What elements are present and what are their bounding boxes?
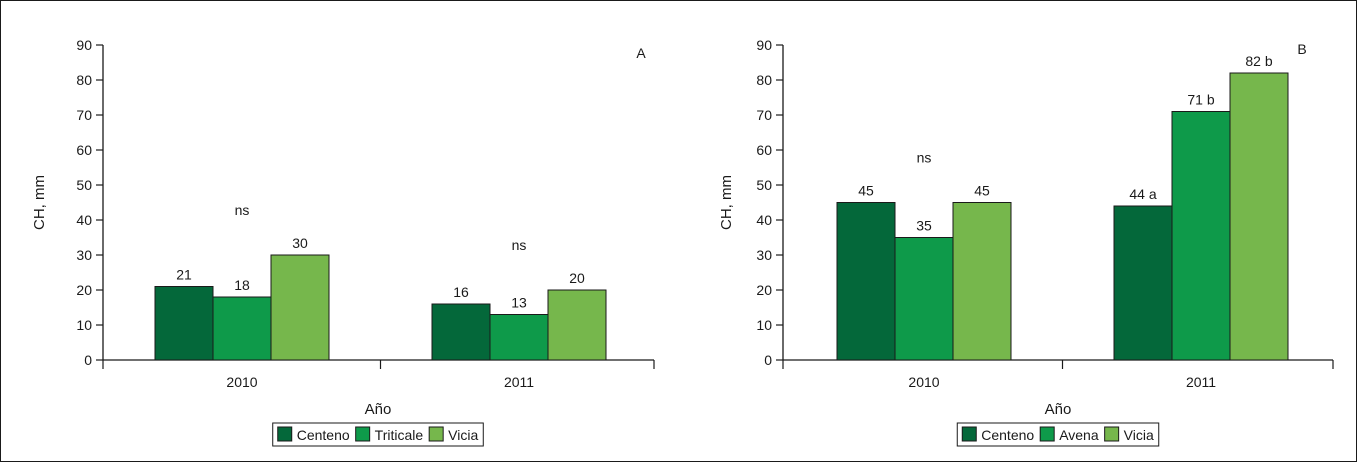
- bar-value-label: 45: [974, 183, 990, 199]
- legend-label: Triticale: [375, 427, 424, 443]
- bar-value-label: 35: [916, 218, 932, 234]
- y-tick-label: 0: [764, 352, 772, 368]
- legend-label: Vicia: [1124, 427, 1154, 443]
- panel-b: 0 10 20 30 40 50 60 70 80 90 45 35 45 2010 ns 44 a 71 b 8…: [718, 37, 1334, 447]
- y-axis-title: CH, mm: [718, 175, 735, 230]
- bar-value-label: 21: [176, 267, 192, 283]
- bar-centeno: [431, 303, 491, 361]
- bar-centeno: [836, 202, 896, 361]
- y-tick-label: 90: [756, 37, 772, 53]
- y-tick-label: 10: [76, 317, 92, 333]
- x-tick-label: 2011: [1186, 374, 1216, 390]
- y-tick-label: 30: [756, 247, 772, 263]
- bar-triticale: [489, 314, 549, 361]
- legend-swatch-centeno: [277, 426, 293, 442]
- bar-centeno: [154, 286, 214, 361]
- y-tick-label: 80: [756, 72, 772, 88]
- y-tick-label: 0: [84, 352, 92, 368]
- y-tick-label: 30: [76, 247, 92, 263]
- y-tick-label: 20: [756, 282, 772, 298]
- bar-value-label: 71 b: [1187, 92, 1214, 108]
- legend-swatch-avena: [1039, 426, 1055, 442]
- x-axis-title: Año: [1045, 401, 1072, 418]
- bar-triticale: [212, 296, 272, 361]
- legend-swatch-triticale: [355, 426, 371, 442]
- bar-value-label: 82 b: [1245, 53, 1272, 69]
- legend-label: Centeno: [981, 427, 1034, 443]
- bar-value-label: 20: [569, 270, 585, 286]
- legend: Centeno Triticale Vicia: [272, 422, 484, 447]
- panel-letter: A: [636, 45, 646, 61]
- y-tick-label: 90: [76, 37, 92, 53]
- y-tick-label: 60: [756, 142, 772, 158]
- bar-vicia: [952, 202, 1012, 361]
- y-tick-label: 10: [756, 317, 772, 333]
- panel-a: 0 10 20 30 40 50 60 70 80 90 21 18 30 2010 ns 16 13 20 201…: [31, 37, 655, 447]
- x-axis-title: Año: [365, 401, 392, 418]
- y-tick-label: 60: [76, 142, 92, 158]
- bar-vicia: [1229, 72, 1289, 361]
- legend: Centeno Avena Vicia: [956, 422, 1160, 447]
- panel-letter: B: [1297, 41, 1306, 57]
- y-tick-label: 70: [756, 107, 772, 123]
- bar-value-label: 45: [858, 183, 874, 199]
- legend-label: Avena: [1059, 427, 1099, 443]
- legend-swatch-vicia: [1104, 426, 1120, 442]
- y-tick-label: 20: [76, 282, 92, 298]
- x-tick-label: 2010: [226, 374, 257, 390]
- bar-avena: [894, 237, 954, 361]
- group-annotation: ns: [235, 202, 250, 218]
- y-tick-label: 50: [76, 177, 92, 193]
- legend-label: Centeno: [297, 427, 350, 443]
- bar-value-label: 44 a: [1129, 186, 1156, 202]
- legend-label: Vicia: [448, 427, 478, 443]
- bar-vicia: [547, 289, 607, 361]
- bar-value-label: 30: [292, 235, 308, 251]
- bar-vicia: [270, 254, 330, 361]
- y-tick-label: 40: [76, 212, 92, 228]
- bar-value-label: 13: [511, 295, 527, 311]
- x-tick-label: 2011: [504, 374, 534, 390]
- legend-swatch-centeno: [961, 426, 977, 442]
- bar-value-label: 18: [234, 277, 250, 293]
- y-tick-label: 50: [756, 177, 772, 193]
- y-tick-label: 70: [76, 107, 92, 123]
- x-tick-label: 2010: [908, 374, 939, 390]
- bar-value-label: 16: [453, 284, 469, 300]
- group-annotation: ns: [917, 150, 932, 166]
- group-annotation: ns: [512, 237, 527, 253]
- bar-centeno: [1113, 205, 1173, 361]
- bar-avena: [1171, 111, 1231, 361]
- y-axis-title: CH, mm: [31, 175, 48, 230]
- y-tick-label: 80: [76, 72, 92, 88]
- legend-swatch-vicia: [428, 426, 444, 442]
- y-tick-label: 40: [756, 212, 772, 228]
